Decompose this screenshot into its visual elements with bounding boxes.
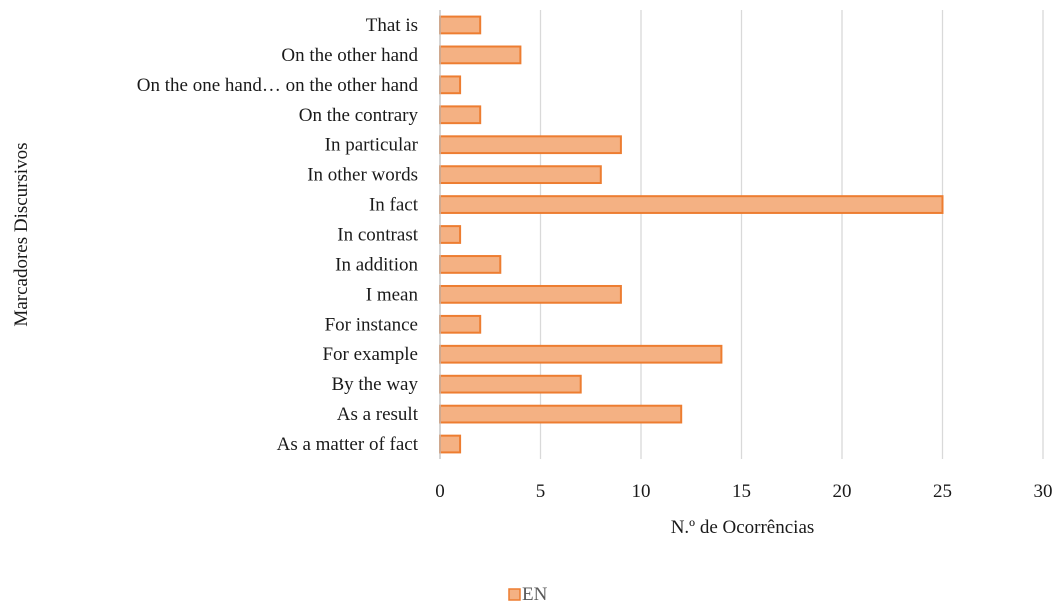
grid-layer [539, 10, 1044, 459]
bar [439, 105, 482, 125]
x-tick-label: 15 [732, 481, 751, 502]
bar [439, 404, 683, 424]
x-tick-label: 10 [632, 481, 651, 502]
category-label: As a result [337, 404, 419, 425]
category-label: On the one hand… on the other hand [137, 75, 419, 96]
bar [439, 255, 502, 274]
bar [439, 75, 462, 95]
x-axis-title: N.º de Ocorrências [671, 517, 815, 538]
x-tick-label: 0 [435, 481, 445, 502]
x-tick-labels: 0 5 10 15 20 25 30 [435, 481, 1052, 502]
x-tick-label: 20 [833, 481, 852, 502]
category-label: That is [366, 15, 418, 36]
category-label: In fact [369, 195, 419, 216]
bar [439, 314, 482, 334]
category-label: On the other hand [281, 45, 418, 66]
x-tick-label: 25 [933, 481, 952, 502]
category-label: I mean [366, 284, 419, 305]
category-label: By the way [331, 374, 418, 395]
bar [439, 225, 462, 244]
bar [439, 434, 462, 454]
bar [439, 45, 522, 65]
bar [439, 374, 582, 394]
category-label: In addition [335, 254, 418, 275]
x-tick-label: 5 [536, 481, 546, 502]
bar [439, 135, 622, 155]
y-axis-title: Marcadores Discursivos [11, 142, 32, 326]
x-tick-label: 30 [1034, 481, 1053, 502]
bar [439, 284, 622, 304]
category-label: In other words [307, 165, 418, 186]
category-label: For example [322, 344, 418, 365]
category-label: On the contrary [299, 105, 419, 126]
category-label: As a matter of fact [277, 434, 419, 455]
legend: EN [508, 584, 548, 605]
category-label: In contrast [337, 225, 418, 246]
category-label: In particular [325, 135, 419, 156]
bar-layer [439, 15, 944, 454]
legend-swatch-en [508, 588, 521, 601]
category-labels: That is On the other hand On the one hand…… [137, 15, 419, 455]
legend-label-en: EN [522, 584, 548, 605]
bar [439, 195, 944, 214]
bar [439, 165, 602, 185]
bar [439, 344, 723, 364]
bar [439, 15, 482, 35]
category-label: For instance [325, 314, 418, 335]
